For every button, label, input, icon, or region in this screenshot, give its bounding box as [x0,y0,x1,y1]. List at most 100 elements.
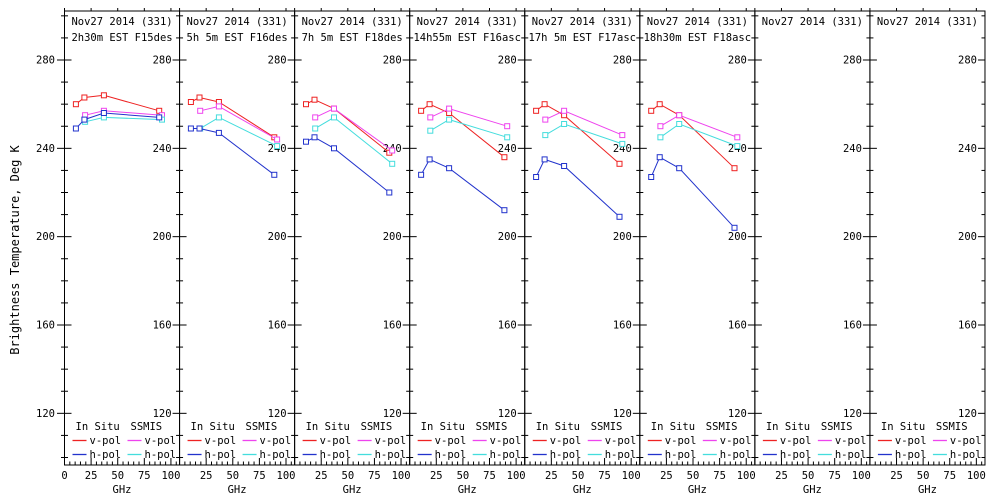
legend-label-insitu_v: v-pol [320,435,352,447]
x-tick-label: 25 [775,470,788,482]
legend-label-insitu_h: h-pol [435,449,467,461]
legend-label-ssmis_h: h-pol [835,449,867,461]
series-line-ssmis_v [200,105,278,140]
data-marker-insitu_h [100,110,107,116]
y-tick-label: 280 [498,55,517,67]
data-marker-insitu_v [311,96,318,103]
data-marker-ssmis_h [331,114,337,121]
series-insitu_h [187,125,278,178]
y-tick-label: 200 [268,231,287,243]
x-axis-title: GHz [113,484,132,496]
outer-y-axis: 120 160 200 240 280 [36,15,65,458]
series-line-insitu_h [190,128,275,176]
y-tick-label: 280 [613,55,632,67]
panel-border [869,10,986,466]
legend-label-insitu_h: h-pol [320,449,352,461]
legend-header-ssmis: SSMIS [246,421,278,433]
data-marker-insitu_v [303,101,309,108]
x-tick-label: 25 [315,470,328,482]
data-marker-insitu_v [72,101,79,108]
panel-title-time: 17h 5m EST F17asc [529,32,636,44]
x-tick-label: 75 [828,470,841,482]
x-tick-label: 100 [161,470,180,482]
series-line-ssmis_h [545,123,623,145]
data-marker-ssmis_v [331,105,337,112]
y-tick-label: 120 [728,408,747,420]
data-marker-insitu_v [100,92,107,99]
legend-label-insitu_v: v-pol [205,435,237,447]
series-ssmis_h [427,116,511,141]
y-tick-label: 120 [383,408,402,420]
legend: In Situ SSMIS v-pol h-pol v-pol h-pol [72,421,176,461]
panel-1: Nov27 2014 (331) 2h30m EST F15des 120 160 20… [61,8,180,496]
data-marker-ssmis_h [676,121,683,127]
data-marker-insitu_h [676,165,683,172]
legend-label-insitu_v: v-pol [895,435,927,447]
series-line-insitu_h [420,158,505,211]
legend-label-ssmis_h: h-pol [950,449,982,461]
panel-title-time: 5h 5m EST F16des [187,32,288,44]
data-marker-insitu_h [731,224,738,231]
legend-label-ssmis_v: v-pol [260,435,292,447]
data-marker-insitu_h [426,156,433,163]
y-tick-label: 280 [843,55,862,67]
legend-header-insitu: In Situ [421,421,465,433]
panel-title-time: 7h 5m EST F18des [302,32,403,44]
panel-title-time: 2h30m EST F15des [71,32,172,44]
x-axis-title: GHz [688,484,707,496]
data-marker-ssmis_v [274,136,281,143]
x-tick-label: 100 [622,470,641,482]
data-marker-insitu_h [187,125,194,132]
x-tick-label: 25 [430,470,443,482]
data-marker-insitu_v [501,154,508,161]
y-tick-label: 200 [728,231,747,243]
legend-header-ssmis: SSMIS [476,421,508,433]
series-ssmis_v [427,105,511,130]
x-tick-label: 50 [687,470,700,482]
y-tick-label: 120 [613,408,632,420]
legend-label-insitu_h: h-pol [90,449,122,461]
legend-label-ssmis_v: v-pol [490,435,522,447]
plot-root: 120 160 200 240 280 Nov27 2014 (331) 2h30m EST… [36,8,986,496]
y-tick-label: 240 [958,143,977,155]
data-marker-ssmis_v [197,107,204,114]
y-tick-label: 280 [268,55,287,67]
x-axis-title: GHz [803,484,822,496]
x-tick-label: 100 [392,470,411,482]
data-marker-ssmis_h [389,160,396,167]
series-insitu_h [72,110,163,132]
data-marker-insitu_h [541,156,548,163]
x-tick-label: 75 [598,470,611,482]
legend-header-insitu: In Situ [536,421,580,433]
panel-title-date: Nov27 2014 (331) [187,16,288,28]
data-marker-ssmis_h [427,127,434,134]
y-tick-label: 240 [36,143,55,155]
series-line-insitu_h [305,136,390,193]
legend-label-insitu_v: v-pol [550,435,582,447]
series-ssmis_h [542,121,626,147]
series-line-insitu_v [75,94,160,112]
data-marker-ssmis_v [427,114,434,121]
x-tick-label: 75 [713,470,726,482]
panel-8: Nov27 2014 (331) 120 160 200 240 280 25 50 75 100… [869,8,986,496]
data-marker-ssmis_v [619,132,626,139]
series-ssmis_v [312,105,396,154]
x-tick-label: 100 [277,470,296,482]
panel-title-date: Nov27 2014 (331) [877,16,978,28]
y-tick-label: 240 [498,143,517,155]
y-tick-label: 200 [613,231,632,243]
panel-title-date: Nov27 2014 (331) [532,16,633,28]
y-tick-label: 120 [268,408,287,420]
data-marker-insitu_h [215,129,222,136]
x-tick-label: 0 [61,470,67,482]
y-tick-label: 240 [843,143,862,155]
legend-label-ssmis_h: h-pol [260,449,292,461]
panel-title-date: Nov27 2014 (331) [417,16,518,28]
panel-7: Nov27 2014 (331) 120 160 200 240 280 25 50 75 100… [754,8,871,496]
data-marker-insitu_v [426,101,433,108]
data-marker-insitu_v [616,160,623,167]
x-axis-title: GHz [573,484,592,496]
x-tick-label: 50 [342,470,355,482]
data-marker-insitu_h [303,138,309,145]
y-tick-label: 280 [728,55,747,67]
